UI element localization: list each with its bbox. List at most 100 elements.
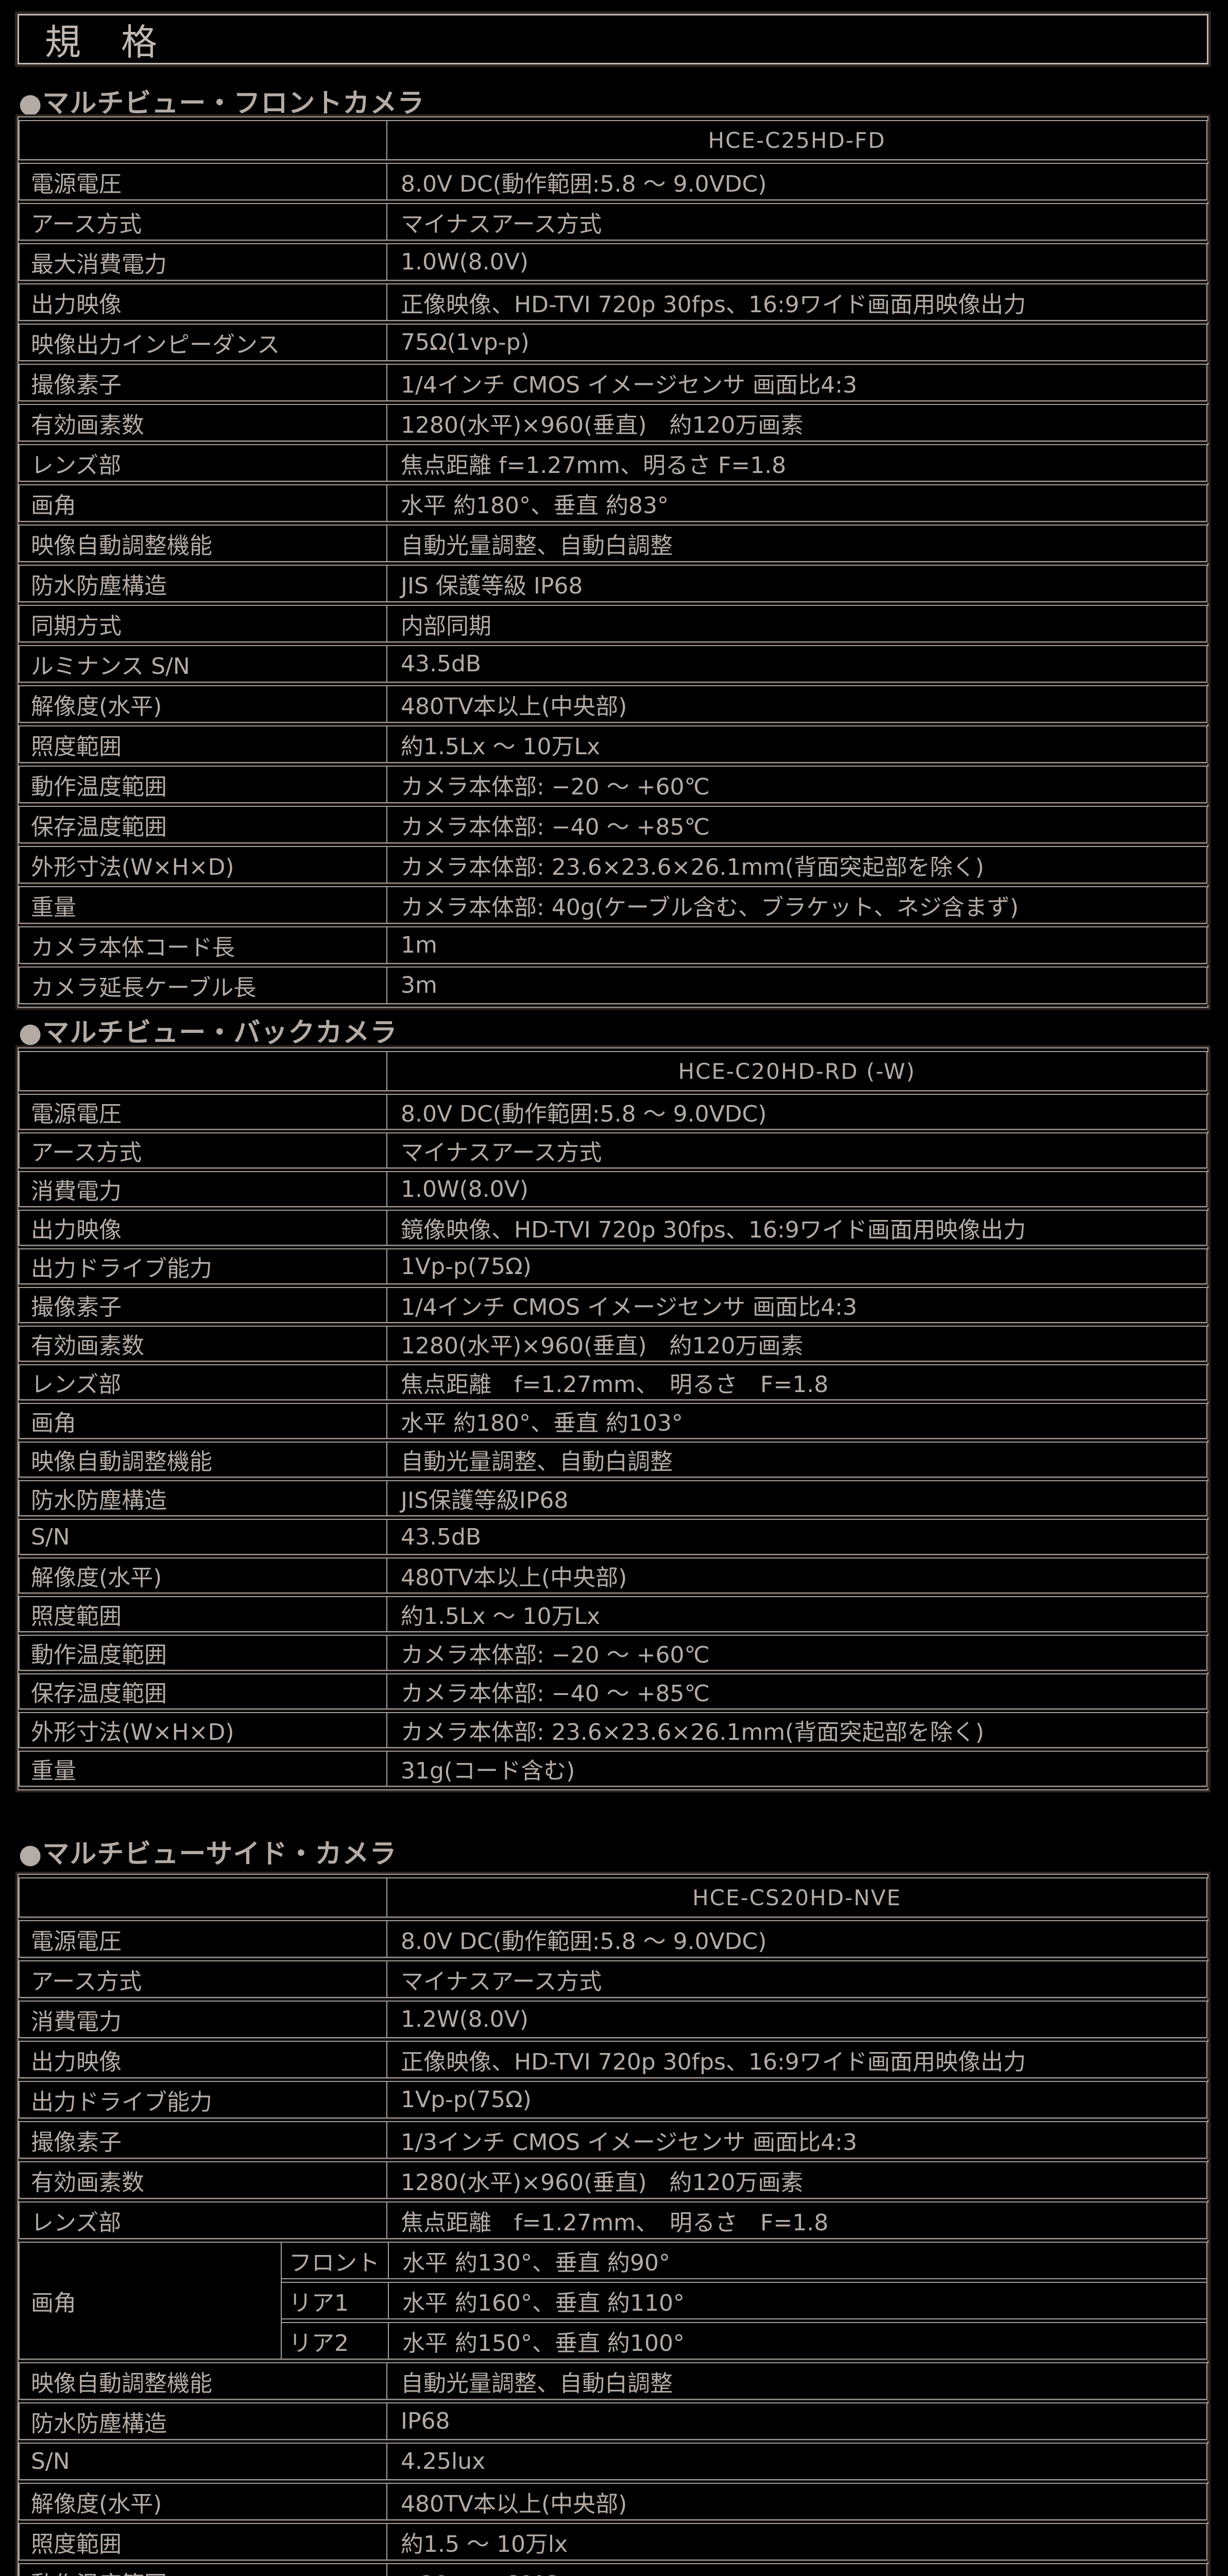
spec-label: 有効画素数	[31, 2169, 144, 2196]
spec-table-side-camera: HCE-CS20HD-NVE 電源電圧 8.0V DC(動作範囲:5.8 ～ 9.0…	[18, 1874, 1208, 2576]
spec-value: 3m	[386, 968, 1206, 1003]
spec-value: 1m	[386, 927, 1206, 963]
spec-value: 480TV本以上(中央部)	[386, 2484, 1206, 2519]
model-header-spacer	[20, 121, 386, 159]
spec-value: 自動光量調整、自動白調整	[386, 2363, 1206, 2399]
spec-row: 出力映像 正像映像、HD-TVI 720p 30fps、16:9ワイド画面用映像出…	[19, 283, 1207, 321]
spec-label: 動作温度範囲	[31, 773, 167, 800]
spec-value: 水平 約180°、垂直 約83°	[386, 485, 1206, 521]
spec-row: 出力映像 正像映像、HD-TVI 720p 30fps、16:9ワイド画面用映像出…	[19, 2041, 1207, 2078]
spec-label: ルミナンス S/N	[31, 653, 190, 680]
spec-label: 最大消費電力	[31, 251, 167, 278]
spec-label: 防水防塵構造	[31, 572, 167, 599]
spec-row: 映像自動調整機能 自動光量調整、自動白調整	[19, 1442, 1207, 1478]
spec-value: 1Vp-p(75Ω)	[386, 1249, 1206, 1283]
spec-label: アース方式	[31, 1140, 142, 1166]
spec-label: 解像度(水平)	[31, 2490, 162, 2517]
spec-label: レンズ部	[31, 1371, 122, 1398]
spec-value: 1280(水平)×960(垂直) 約120万画素	[386, 405, 1206, 440]
spec-subrow: リア2 水平 約150°、垂直 約100°	[282, 2323, 1206, 2359]
spec-label: 映像出力インピーダンス	[31, 331, 280, 358]
spec-row: 照度範囲 約1.5 ～ 10万lx	[19, 2523, 1207, 2561]
spec-row: 動作温度範囲 カメラ本体部: −20 ～ +60℃	[19, 1635, 1207, 1671]
section-heading-back-camera: ●マルチビュー・バックカメラ	[19, 1018, 398, 1048]
spec-row: 出力映像 鏡像映像、HD-TVI 720p 30fps、16:9ワイド画面用映像出…	[19, 1210, 1207, 1246]
spec-label: カメラ本体コード長	[31, 934, 235, 961]
spec-label: 出力映像	[31, 2048, 122, 2075]
spec-label: 照度範囲	[31, 1603, 122, 1630]
spec-sublabel: リア2	[289, 2330, 349, 2357]
spec-value: マイナスアース方式	[386, 1133, 1206, 1167]
spec-value: 75Ω(1vp-p)	[386, 325, 1206, 360]
spec-row: 出力ドライブ能力 1Vp-p(75Ω)	[19, 1248, 1207, 1284]
spec-row: 電源電圧 8.0V DC(動作範囲:5.8 ～ 9.0VDC)	[19, 1920, 1207, 1958]
spec-value: IP68	[386, 2403, 1206, 2439]
spec-label: アース方式	[31, 1968, 142, 1995]
spec-value: カメラ本体部: −20 ～ +60℃	[386, 767, 1206, 802]
section-heading-front-camera: ●マルチビュー・フロントカメラ	[19, 88, 425, 119]
spec-value: 1.0W(8.0V)	[386, 1172, 1206, 1206]
spec-value: マイナスアース方式	[386, 204, 1206, 240]
spec-row: 解像度(水平) 480TV本以上(中央部)	[19, 2483, 1207, 2520]
page-title: 規 格	[45, 21, 159, 63]
spec-sublabel: リア1	[289, 2290, 349, 2316]
spec-row: 同期方式 内部同期	[19, 605, 1207, 642]
spec-value: 水平 約130°、垂直 約90°	[388, 2243, 1206, 2278]
spec-row: レンズ部 焦点距離 f=1.27mm、 明るさ F=1.8	[19, 2201, 1207, 2239]
spec-value: カメラ本体部: −20 ～ +60℃	[386, 1636, 1206, 1670]
spec-value: 8.0V DC(動作範囲:5.8 ～ 9.0VDC)	[386, 1921, 1206, 1957]
spec-row: 有効画素数 1280(水平)×960(垂直) 約120万画素	[19, 404, 1207, 442]
spec-value: 水平 約160°、垂直 約110°	[388, 2283, 1206, 2318]
spec-row: ルミナンス S/N 43.5dB	[19, 645, 1207, 683]
spec-label: 撮像素子	[31, 371, 122, 398]
spec-row: レンズ部 焦点距離 f=1.27mm、明るさ F=1.8	[19, 444, 1207, 482]
spec-value: 自動光量調整、自動白調整	[386, 1443, 1206, 1477]
spec-row: 照度範囲 約1.5Lx ～ 10万Lx	[19, 725, 1207, 763]
spec-row: S/N 4.25lux	[19, 2443, 1207, 2480]
spec-value: 焦点距離 f=1.27mm、 明るさ F=1.8	[386, 2202, 1206, 2238]
spec-label: 映像自動調整機能	[31, 2370, 212, 2397]
spec-row: カメラ本体コード長 1m	[19, 926, 1207, 964]
spec-row: 有効画素数 1280(水平)×960(垂直) 約120万画素	[19, 2161, 1207, 2199]
spec-row: 外形寸法(W×H×D) カメラ本体部: 23.6×23.6×26.1mm(背面突起…	[19, 1712, 1207, 1748]
spec-row: 消費電力 1.2W(8.0V)	[19, 2001, 1207, 2038]
spec-row: 重量 31g(コード含む)	[19, 1751, 1207, 1787]
spec-label: レンズ部	[31, 2209, 122, 2236]
spec-label: 出力映像	[31, 291, 122, 318]
spec-label: 消費電力	[31, 2008, 122, 2035]
spec-row: 防水防塵構造 JIS保護等級IP68	[19, 1480, 1207, 1516]
spec-label: 動作温度範囲	[31, 1642, 167, 1668]
spec-row: 動作温度範囲 カメラ本体部: −20 ～ +60℃	[19, 766, 1207, 803]
spec-row: 撮像素子 1/4インチ CMOS イメージセンサ 画面比4:3	[19, 1287, 1207, 1323]
spec-value: 約1.5Lx ～ 10万Lx	[386, 726, 1206, 762]
spec-row: 動作温度範囲−20 ～ +60℃	[19, 2563, 1207, 2576]
spec-row: レンズ部 焦点距離 f=1.27mm、 明るさ F=1.8	[19, 1364, 1207, 1400]
spec-label: 重量	[31, 1758, 76, 1784]
spec-row: 有効画素数 1280(水平)×960(垂直) 約120万画素	[19, 1326, 1207, 1362]
spec-value: 8.0V DC(動作範囲:5.8 ～ 9.0VDC)	[386, 164, 1206, 199]
spec-row: カメラ延長ケーブル長 3m	[19, 967, 1207, 1004]
model-name: HCE-CS20HD-NVE	[386, 1878, 1206, 1917]
spec-label: 外形寸法(W×H×D)	[31, 1719, 234, 1745]
spec-label: レンズ部	[31, 452, 122, 479]
model-name: HCE-C20HD-RD (-W)	[386, 1052, 1206, 1090]
spec-value: 1/3インチ CMOS イメージセンサ 画面比4:3	[386, 2122, 1206, 2158]
spec-row: 保存温度範囲 カメラ本体部: −40 ～ +85℃	[19, 1673, 1207, 1709]
spec-label: 保存温度範囲	[31, 1681, 167, 1707]
spec-row: 防水防塵構造 JIS 保護等級 IP68	[19, 565, 1207, 602]
spec-value: −20 ～ +60℃	[386, 2564, 1206, 2576]
spec-subrow: フロント 水平 約130°、垂直 約90°	[282, 2243, 1206, 2278]
spec-value: JIS保護等級IP68	[386, 1481, 1206, 1515]
spec-value: カメラ本体部: 23.6×23.6×26.1mm(背面突起部を除く)	[386, 847, 1206, 883]
spec-row: 解像度(水平) 480TV本以上(中央部)	[19, 1557, 1207, 1594]
spec-value: JIS 保護等級 IP68	[386, 566, 1206, 601]
spec-row-group: 画角 フロント 水平 約130°、垂直 約90° リア1 水平 約160°、垂直 約11…	[19, 2242, 1207, 2360]
spec-label: 電源電圧	[31, 171, 122, 197]
spec-value: 43.5dB	[386, 1520, 1206, 1554]
spec-label: 出力ドライブ能力	[31, 1256, 212, 1282]
spec-row: 映像自動調整機能 自動光量調整、自動白調整	[19, 524, 1207, 562]
spec-subrow: リア1 水平 約160°、垂直 約110°	[282, 2283, 1206, 2318]
spec-value: 1Vp-p(75Ω)	[386, 2082, 1206, 2117]
spec-label: カメラ延長ケーブル長	[31, 974, 257, 1001]
spec-label: 有効画素数	[31, 412, 144, 438]
